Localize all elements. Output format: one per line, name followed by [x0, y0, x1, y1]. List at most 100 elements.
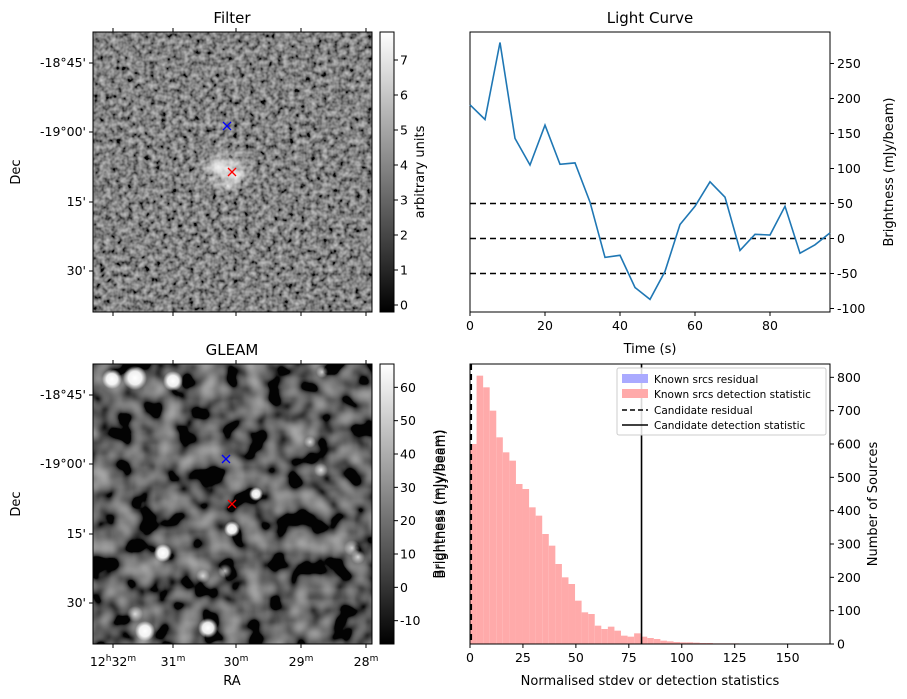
count-tick-label: 0	[837, 637, 845, 652]
legend-candidate-detection-label: Candidate detection statistic	[654, 420, 806, 432]
histogram-x-ticks: 0 25 50 75 100 125 150	[466, 644, 800, 665]
gleam-colorbar-ticks: -10 0 10 20 30 40 50 60	[394, 380, 420, 628]
dec-tick-label: 15'	[67, 526, 86, 541]
brightness-tick-label: 100	[837, 161, 861, 176]
statistic-tick-label: 75	[621, 650, 637, 665]
histogram-bar	[529, 507, 536, 644]
colorbar-tick-label: 0	[400, 580, 408, 595]
gleam-title: GLEAM	[206, 341, 259, 359]
colorbar-tick-label: 1	[400, 263, 408, 278]
gleam-blue-marker	[221, 454, 231, 464]
dec-tick-label: -18°45'	[40, 55, 86, 70]
colorbar-tick-label: 6	[400, 88, 408, 103]
count-tick-label: 800	[837, 370, 861, 385]
colorbar-tick-label: -10	[400, 613, 420, 628]
brightness-tick-label: 200	[837, 91, 861, 106]
histogram-bar	[614, 630, 621, 644]
histogram-bar	[627, 636, 635, 644]
histogram-xlabel: Normalised stdev or detection statistics	[521, 674, 780, 689]
filter-blue-marker	[222, 121, 232, 131]
histogram-bar	[620, 635, 628, 644]
ra-tick-label: 31m	[161, 654, 186, 669]
legend-detection-swatch	[622, 389, 648, 398]
filter-title: Filter	[213, 9, 251, 27]
dec-tick-label: 30'	[67, 595, 86, 610]
count-tick-label: 700	[837, 403, 861, 418]
colorbar-tick-label: 10	[400, 547, 416, 562]
filter-colorbar-ticks: 0 1 2 3 4 5 6 7	[394, 53, 408, 313]
histogram-bar	[496, 437, 503, 644]
lightcurve-xlabel: Time (s)	[623, 342, 677, 357]
time-tick-label: 80	[762, 318, 778, 333]
histogram-bar	[515, 484, 523, 644]
histogram-bar	[568, 584, 576, 644]
filter-x-ticks	[112, 28, 367, 316]
statistic-tick-label: 150	[776, 650, 800, 665]
statistic-tick-label: 25	[515, 650, 531, 665]
histogram-bar	[601, 629, 608, 644]
histogram-bar	[561, 577, 569, 644]
time-tick-label: 40	[612, 318, 628, 333]
histogram-y-ticks: 0 100 200 300 400 500 600 700 800	[830, 370, 861, 652]
count-tick-label: 500	[837, 470, 861, 485]
histogram-bar	[522, 489, 530, 644]
gleam-ylabel: Dec	[9, 491, 24, 516]
histogram-bar	[489, 410, 497, 644]
lightcurve-line	[469, 42, 831, 301]
histogram-bar	[588, 614, 595, 644]
filter-panel: Filter -18°45' -19°00' 15' 30' Dec 0 1 2 3 4 5 6 7…	[9, 9, 428, 316]
histogram-bar	[634, 633, 641, 644]
ra-tick-label: 28m	[354, 654, 379, 669]
statistic-tick-label: 100	[670, 650, 694, 665]
lightcurve-panel: Light Curve 0 20 40 60 80 -100 -50 0 50 100 150 20…	[466, 9, 897, 357]
gleam-red-marker	[227, 499, 237, 509]
statistic-tick-label: 125	[723, 650, 747, 665]
colorbar-tick-label: 3	[400, 193, 408, 208]
statistic-tick-label: 0	[466, 650, 474, 665]
filter-colorbar	[379, 31, 395, 313]
colorbar-tick-label: 20	[400, 513, 416, 528]
gleam-image	[93, 364, 372, 644]
legend-candidate-residual-label: Candidate residual	[654, 405, 753, 417]
histogram-bar	[680, 642, 687, 644]
gleam-colorbar-label: Brightness (mJy/beam)	[432, 430, 447, 579]
histogram-panel: 0 25 50 75 100 125 150 0 100 200 300 400 500 600 700 8…	[466, 363, 881, 689]
lightcurve-y-ticks: -100 -50 0 50 100 150 200 250	[830, 56, 865, 316]
legend-residual-label: Known srcs residual	[654, 374, 758, 386]
filter-colorbar-label: arbitrary units	[413, 125, 428, 218]
lightcurve-ylabel: Brightness (mJy/beam)	[882, 98, 897, 247]
count-tick-label: 300	[837, 537, 861, 552]
colorbar-tick-label: 5	[400, 123, 408, 138]
histogram-legend: Known srcs residual Known srcs detection…	[616, 367, 827, 436]
histogram-bar	[647, 638, 654, 644]
histogram-bar	[509, 460, 516, 644]
histogram-bar	[594, 625, 602, 644]
count-tick-label: 400	[837, 503, 861, 518]
histogram-bar	[535, 515, 543, 644]
brightness-tick-label: 0	[837, 231, 845, 246]
time-tick-label: 60	[687, 318, 703, 333]
ra-tick-label: 30m	[224, 654, 249, 669]
time-tick-label: 0	[466, 318, 474, 333]
colorbar-tick-label: 2	[400, 228, 408, 243]
legend-residual-swatch	[622, 374, 648, 383]
histogram-bar	[470, 444, 477, 644]
dec-tick-label: 30'	[67, 263, 86, 278]
histogram-bar	[686, 642, 694, 644]
dec-tick-label: -19°00'	[40, 124, 86, 139]
time-tick-label: 20	[537, 318, 553, 333]
count-tick-label: 600	[837, 437, 861, 452]
colorbar-tick-label: 60	[400, 380, 416, 395]
histogram-bar	[640, 636, 648, 644]
count-tick-label: 100	[837, 603, 861, 618]
brightness-tick-label: -100	[837, 301, 865, 316]
colorbar-tick-label: 0	[400, 298, 408, 313]
histogram-axes	[469, 363, 831, 645]
histogram-bar	[502, 452, 510, 644]
gleam-x-ticks: 12h32m 31m 30m 29m 28m	[90, 360, 379, 669]
histogram-bar	[555, 564, 562, 644]
brightness-tick-label: -50	[837, 266, 857, 281]
histogram-bar	[575, 600, 582, 644]
histogram-bar	[548, 545, 556, 644]
